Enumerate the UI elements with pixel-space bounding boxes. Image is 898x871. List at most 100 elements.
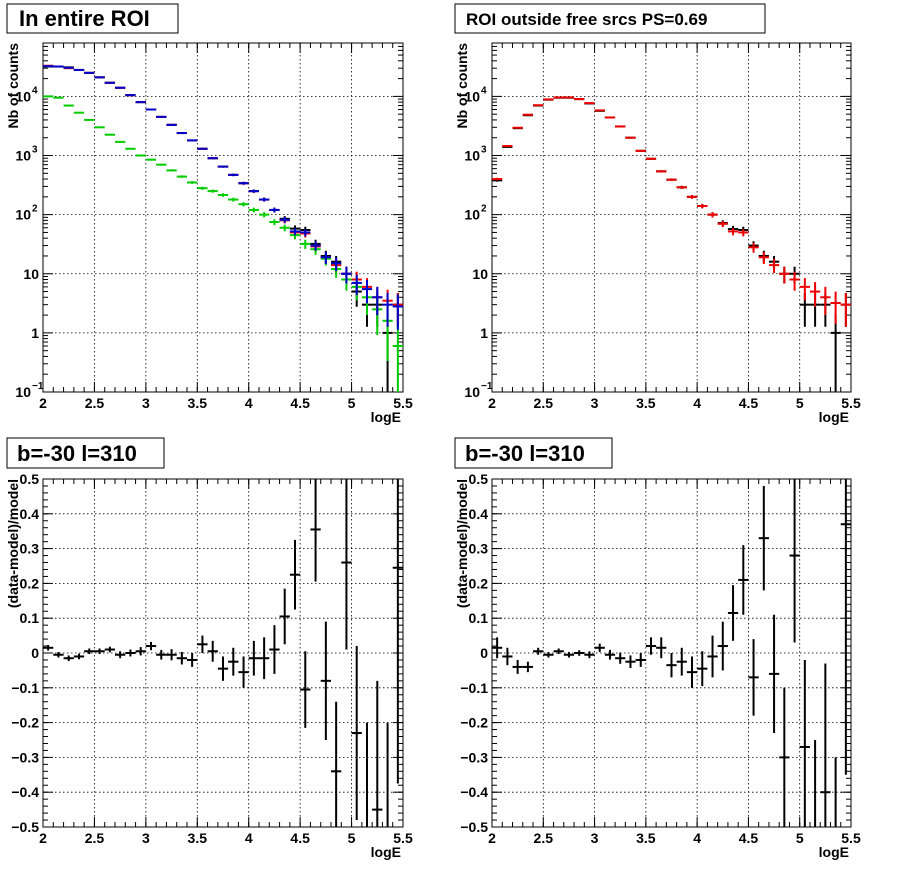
y-axis-label: Nb of counts: [5, 43, 21, 129]
y-tick-label: 0.4: [20, 506, 40, 522]
x-tick-label: 2.5: [534, 395, 554, 411]
x-tick-label: 4: [245, 395, 253, 411]
x-tick-label: 2.5: [85, 830, 105, 846]
plot-area: [492, 43, 851, 392]
x-tick-label: 2: [488, 830, 496, 846]
x-tick-label: 3.5: [636, 395, 656, 411]
x-tick-label: 2: [39, 830, 47, 846]
y-tick-label: −0.1: [11, 680, 39, 696]
y-tick-label: 10: [464, 148, 480, 164]
data-series: [43, 65, 403, 330]
x-tick-label: 5: [796, 830, 804, 846]
data-series: [43, 479, 403, 827]
x-tick-label: 2: [39, 395, 47, 411]
y-tick-label: 0.5: [20, 471, 40, 487]
x-tick-label: 4: [245, 830, 253, 846]
y-tick-exponent: −1: [481, 381, 493, 392]
title-text-3: b=-30 l=310: [17, 441, 137, 466]
plot-area: [43, 43, 403, 392]
y-tick-label: 0.4: [469, 506, 489, 522]
x-tick-label: 3: [142, 830, 150, 846]
x-tick-label: 3: [591, 395, 599, 411]
y-tick-label: −0.3: [460, 749, 488, 765]
y-tick-label: −0.2: [460, 715, 488, 731]
y-tick-label: 0: [480, 645, 488, 661]
y-tick-exponent: −1: [32, 381, 44, 392]
x-tick-label: 3.5: [188, 395, 208, 411]
x-tick-label: 3: [591, 830, 599, 846]
panel-title-1: In entire ROI: [6, 3, 179, 34]
y-tick-label: −0.4: [460, 784, 488, 800]
y-tick-label: −0.5: [460, 819, 488, 835]
y-axis-label: (data-model)/model: [5, 479, 21, 608]
y-tick-label: 1: [31, 325, 39, 341]
x-tick-label: 4.5: [290, 830, 310, 846]
x-axis-label: logE: [819, 409, 849, 425]
y-axis-label: Nb of counts: [454, 43, 470, 129]
y-tick-label: 10: [15, 207, 31, 223]
y-tick-label: 10: [15, 384, 31, 400]
panel-title-4: b=-30 l=310: [454, 437, 613, 469]
y-tick-label: 0.1: [469, 610, 489, 626]
y-tick-label: 10: [15, 148, 31, 164]
y-tick-label: −0.5: [11, 819, 39, 835]
y-tick-label: 0.1: [20, 610, 40, 626]
x-tick-label: 4: [693, 395, 701, 411]
plot-frame: [491, 478, 852, 828]
title-text-1: In entire ROI: [19, 6, 150, 31]
y-tick-exponent: 3: [481, 145, 487, 156]
y-tick-label: −0.1: [460, 680, 488, 696]
x-tick-label: 2.5: [534, 830, 554, 846]
x-tick-label: 5.5: [393, 395, 413, 411]
data-series: [492, 479, 851, 827]
x-tick-label: 2: [488, 395, 496, 411]
y-tick-exponent: 2: [481, 204, 487, 215]
title-text-4: b=-30 l=310: [465, 441, 585, 466]
plot-frame: [491, 42, 852, 393]
x-tick-label: 3.5: [188, 830, 208, 846]
x-axis-label: logE: [371, 409, 401, 425]
x-tick-label: 4.5: [290, 395, 310, 411]
title-text-2: ROI outside free srcs PS=0.69: [466, 10, 707, 29]
panel-title-3: b=-30 l=310: [6, 437, 165, 469]
y-tick-label: 10: [15, 88, 31, 104]
y-tick-label: 0.5: [469, 471, 489, 487]
plot-panel-residual-right: 2 2.5 3 3.5 4 4.5 5 5.5 −0.5 −0.4 −0.3 −0.2 −0.1 0 0.1…: [454, 471, 861, 860]
x-tick-label: 5: [348, 830, 356, 846]
x-tick-label: 3: [142, 395, 150, 411]
y-tick-label: 0.3: [20, 541, 40, 557]
x-tick-label: 5: [796, 395, 804, 411]
x-tick-label: 4: [693, 830, 701, 846]
x-tick-label: 5.5: [393, 830, 413, 846]
x-tick-label: 5.5: [841, 395, 861, 411]
y-tick-exponent: 4: [32, 85, 38, 96]
y-tick-exponent: 2: [32, 204, 38, 215]
y-tick-exponent: 4: [481, 85, 487, 96]
plot-frame: [42, 42, 404, 393]
y-tick-label: −0.2: [11, 715, 39, 731]
y-tick-label: 10: [464, 384, 480, 400]
y-tick-label: −0.3: [11, 749, 39, 765]
x-tick-label: 2.5: [85, 395, 105, 411]
y-tick-label: 10: [472, 266, 488, 282]
x-axis-label: logE: [819, 844, 849, 860]
x-axis-label: logE: [371, 844, 401, 860]
y-tick-exponent: 3: [32, 145, 38, 156]
x-tick-label: 3.5: [636, 830, 656, 846]
y-tick-label: 10: [464, 88, 480, 104]
y-tick-label: 10: [464, 207, 480, 223]
y-tick-label: −0.4: [11, 784, 39, 800]
x-tick-label: 4.5: [739, 830, 759, 846]
panel-title-2: ROI outside free srcs PS=0.69: [454, 3, 766, 34]
y-tick-label: 0.3: [469, 541, 489, 557]
data-series: [492, 96, 851, 327]
y-tick-label: 0.2: [20, 575, 40, 591]
y-tick-label: 10: [23, 266, 39, 282]
plot-panel-residual-left: 2 2.5 3 3.5 4 4.5 5 5.5 −0.5 −0.4 −0.3 −0.2 −0.1 0 0.1…: [5, 471, 413, 860]
y-axis-label: (data-model)/model: [454, 479, 470, 608]
x-tick-label: 5.5: [841, 830, 861, 846]
y-tick-label: 1: [480, 325, 488, 341]
